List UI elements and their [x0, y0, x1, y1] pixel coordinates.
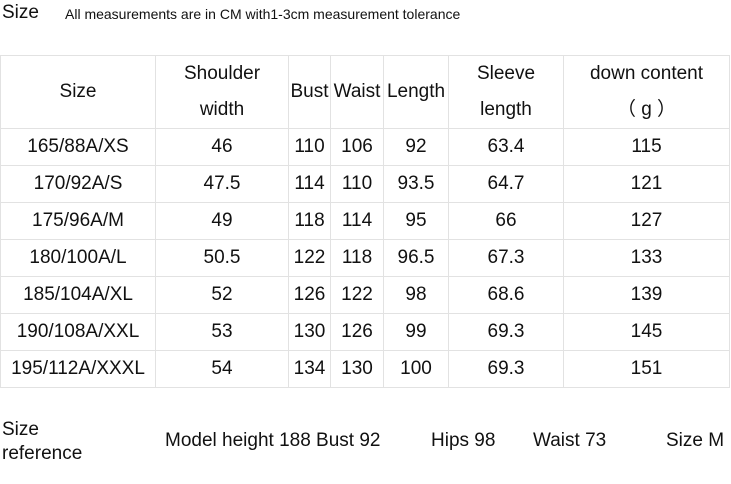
header-line: Bust [290, 81, 329, 102]
cell: 127 [563, 202, 730, 240]
cell: 118 [288, 202, 331, 240]
data-row: 180/100A/L 50.5 122 118 96.5 67.3 133 [0, 239, 730, 277]
cell: 145 [563, 313, 730, 351]
cell: 69.3 [448, 350, 564, 388]
reference-item: Size M [666, 430, 725, 451]
cell: 130 [330, 350, 384, 388]
cell: 66 [448, 202, 564, 240]
header-line: width [199, 99, 245, 120]
cell: 139 [563, 276, 730, 314]
header-line: Shoulder [183, 63, 261, 84]
header-line: length [480, 99, 532, 120]
header-line: down content [589, 63, 704, 84]
header-cell: down content （ g ） [563, 55, 730, 129]
cell: 133 [563, 239, 730, 277]
cell: 134 [288, 350, 331, 388]
cell: 92 [383, 128, 449, 166]
cell: 100 [383, 350, 449, 388]
cell: 49 [155, 202, 289, 240]
cell: 52 [155, 276, 289, 314]
cell: 50.5 [155, 239, 289, 277]
header-cell: Length [383, 55, 449, 129]
cell: 126 [288, 276, 331, 314]
reference-label-line: reference [2, 443, 83, 464]
reference-item: Model height 188 Bust 92 [165, 430, 381, 451]
cell: 110 [288, 128, 331, 166]
cell: 180/100A/L [0, 239, 156, 277]
reference-label-line: Size [2, 419, 39, 440]
cell: 190/108A/XXL [0, 313, 156, 351]
header-cell: Sleeve length [448, 55, 564, 129]
cell: 118 [330, 239, 384, 277]
header-cell: Bust [288, 55, 331, 129]
header-line: Length [386, 81, 446, 102]
data-row: 175/96A/M 49 118 114 95 66 127 [0, 202, 730, 240]
cell: 69.3 [448, 313, 564, 351]
header-cell: Shoulder width [155, 55, 289, 129]
cell: 126 [330, 313, 384, 351]
cell: 151 [563, 350, 730, 388]
cell: 130 [288, 313, 331, 351]
title: Size [2, 2, 39, 23]
cell: 165/88A/XS [0, 128, 156, 166]
cell: 63.4 [448, 128, 564, 166]
cell: 54 [155, 350, 289, 388]
size-table: Size Shoulder width Bust Waist Length Sleeve le… [0, 55, 730, 388]
reference-item: Waist 73 [533, 430, 607, 451]
data-row: 185/104A/XL 52 126 122 98 68.6 139 [0, 276, 730, 314]
data-row: 165/88A/XS 46 110 106 92 63.4 115 [0, 128, 730, 166]
data-row: 170/92A/S 47.5 114 110 93.5 64.7 121 [0, 165, 730, 203]
header-line: （ g ） [616, 99, 677, 120]
cell: 68.6 [448, 276, 564, 314]
cell: 93.5 [383, 165, 449, 203]
cell: 99 [383, 313, 449, 351]
cell: 64.7 [448, 165, 564, 203]
cell: 115 [563, 128, 730, 166]
header-line: Sleeve [476, 63, 536, 84]
reference-item: Hips 98 [431, 430, 496, 451]
cell: 114 [288, 165, 331, 203]
cell: 195/112A/XXXL [0, 350, 156, 388]
cell: 67.3 [448, 239, 564, 277]
header-row: Size Shoulder width Bust Waist Length Sleeve le… [0, 55, 730, 129]
note: All measurements are in CM with1-3cm mea… [65, 6, 461, 22]
cell: 122 [288, 239, 331, 277]
data-row: 190/108A/XXL 53 130 126 99 69.3 145 [0, 313, 730, 351]
cell: 175/96A/M [0, 202, 156, 240]
header-line: Size [59, 81, 97, 102]
cell: 95 [383, 202, 449, 240]
cell: 47.5 [155, 165, 289, 203]
cell: 110 [330, 165, 384, 203]
cell: 121 [563, 165, 730, 203]
cell: 122 [330, 276, 384, 314]
cell: 53 [155, 313, 289, 351]
cell: 106 [330, 128, 384, 166]
cell: 114 [330, 202, 384, 240]
data-row: 195/112A/XXXL 54 134 130 100 69.3 151 [0, 350, 730, 388]
header-cell: Waist [330, 55, 384, 129]
cell: 98 [383, 276, 449, 314]
header-cell: Size [0, 55, 156, 129]
cell: 46 [155, 128, 289, 166]
cell: 185/104A/XL [0, 276, 156, 314]
reference-label: Size reference [2, 418, 82, 466]
header-line: Waist [333, 81, 381, 102]
cell: 170/92A/S [0, 165, 156, 203]
cell: 96.5 [383, 239, 449, 277]
